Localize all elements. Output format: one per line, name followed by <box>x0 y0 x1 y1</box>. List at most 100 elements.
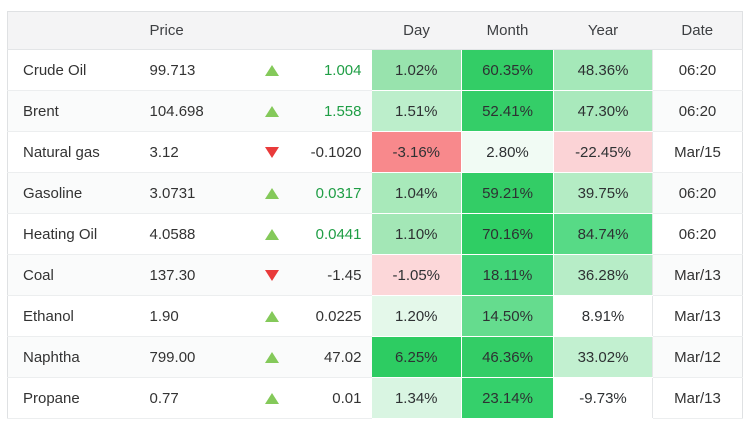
down-arrow-icon <box>264 147 279 159</box>
arrow-cell <box>248 295 295 337</box>
date-value: Mar/13 <box>652 295 743 337</box>
change-value: 0.01 <box>294 377 372 419</box>
commodity-name: Gasoline <box>7 172 143 214</box>
month-change-cell: 14.50% <box>461 295 554 337</box>
day-change-cell: 1.34% <box>371 377 462 419</box>
arrow-cell <box>248 254 295 296</box>
year-change-cell: 48.36% <box>553 49 653 91</box>
table-row[interactable]: Heating Oil 4.0588 0.0441 1.10% 70.16% 8… <box>7 213 743 255</box>
date-value: 06:20 <box>652 213 743 255</box>
column-header-arrow <box>248 11 295 50</box>
day-change-cell: 6.25% <box>371 336 462 378</box>
date-value: 06:20 <box>652 90 743 132</box>
change-value: -1.45 <box>294 254 372 296</box>
commodity-name: Crude Oil <box>7 49 143 91</box>
price-value: 137.30 <box>142 254 249 296</box>
change-value: 0.0317 <box>294 172 372 214</box>
arrow-cell <box>248 377 295 419</box>
day-change-cell: 1.04% <box>371 172 462 214</box>
date-value: Mar/13 <box>652 377 743 419</box>
year-change-cell: 39.75% <box>553 172 653 214</box>
arrow-cell <box>248 213 295 255</box>
year-change-cell: 33.02% <box>553 336 653 378</box>
change-value: 0.0225 <box>294 295 372 337</box>
month-change-cell: 18.11% <box>461 254 554 296</box>
year-change-cell: -22.45% <box>553 131 653 173</box>
change-value: -0.1020 <box>294 131 372 173</box>
table-row[interactable]: Natural gas 3.12 -0.1020 -3.16% 2.80% -2… <box>7 131 743 173</box>
price-value: 104.698 <box>142 90 249 132</box>
month-change-cell: 70.16% <box>461 213 554 255</box>
year-change-cell: 84.74% <box>553 213 653 255</box>
change-value: 1.004 <box>294 49 372 91</box>
arrow-cell <box>248 336 295 378</box>
month-change-cell: 23.14% <box>461 377 554 419</box>
month-change-cell: 60.35% <box>461 49 554 91</box>
day-change-cell: -1.05% <box>371 254 462 296</box>
column-header-name <box>7 11 143 50</box>
table-row[interactable]: Naphtha 799.00 47.02 6.25% 46.36% 33.02%… <box>7 336 743 378</box>
arrow-cell <box>248 49 295 91</box>
table-row[interactable]: Coal 137.30 -1.45 -1.05% 18.11% 36.28% M… <box>7 254 743 296</box>
change-value: 47.02 <box>294 336 372 378</box>
column-header-year: Year <box>553 11 653 50</box>
date-value: Mar/13 <box>652 254 743 296</box>
change-value: 0.0441 <box>294 213 372 255</box>
commodity-name: Natural gas <box>7 131 143 173</box>
change-value: 1.558 <box>294 90 372 132</box>
date-value: Mar/12 <box>652 336 743 378</box>
commodity-name: Brent <box>7 90 143 132</box>
year-change-cell: 47.30% <box>553 90 653 132</box>
price-value: 799.00 <box>142 336 249 378</box>
up-arrow-icon <box>264 393 279 405</box>
table-row[interactable]: Ethanol 1.90 0.0225 1.20% 14.50% 8.91% M… <box>7 295 743 337</box>
table-row[interactable]: Crude Oil 99.713 1.004 1.02% 60.35% 48.3… <box>7 49 743 91</box>
day-change-cell: 1.20% <box>371 295 462 337</box>
year-change-cell: 36.28% <box>553 254 653 296</box>
date-value: 06:20 <box>652 172 743 214</box>
price-value: 0.77 <box>142 377 249 419</box>
table-row[interactable]: Gasoline 3.0731 0.0317 1.04% 59.21% 39.7… <box>7 172 743 214</box>
up-arrow-icon <box>264 311 279 323</box>
price-value: 99.713 <box>142 49 249 91</box>
day-change-cell: 1.10% <box>371 213 462 255</box>
commodity-name: Coal <box>7 254 143 296</box>
commodity-name: Naphtha <box>7 336 143 378</box>
table-row[interactable]: Propane 0.77 0.01 1.34% 23.14% -9.73% Ma… <box>7 377 743 419</box>
table-body: Crude Oil 99.713 1.004 1.02% 60.35% 48.3… <box>7 49 743 419</box>
column-header-day: Day <box>371 11 462 50</box>
month-change-cell: 2.80% <box>461 131 554 173</box>
price-value: 3.12 <box>142 131 249 173</box>
year-change-cell: -9.73% <box>553 377 653 419</box>
up-arrow-icon <box>264 106 279 118</box>
price-value: 4.0588 <box>142 213 249 255</box>
arrow-cell <box>248 90 295 132</box>
column-header-date: Date <box>652 11 743 50</box>
month-change-cell: 46.36% <box>461 336 554 378</box>
day-change-cell: -3.16% <box>371 131 462 173</box>
up-arrow-icon <box>264 352 279 364</box>
table-row[interactable]: Brent 104.698 1.558 1.51% 52.41% 47.30% … <box>7 90 743 132</box>
header-row: Price Day Month Year Date <box>7 11 743 50</box>
arrow-cell <box>248 131 295 173</box>
month-change-cell: 52.41% <box>461 90 554 132</box>
up-arrow-icon <box>264 65 279 77</box>
up-arrow-icon <box>264 229 279 241</box>
price-value: 3.0731 <box>142 172 249 214</box>
up-arrow-icon <box>264 188 279 200</box>
year-change-cell: 8.91% <box>553 295 653 337</box>
down-arrow-icon <box>264 270 279 282</box>
commodity-name: Heating Oil <box>7 213 143 255</box>
column-header-change <box>294 11 372 50</box>
commodity-name: Ethanol <box>7 295 143 337</box>
day-change-cell: 1.51% <box>371 90 462 132</box>
column-header-month: Month <box>461 11 554 50</box>
day-change-cell: 1.02% <box>371 49 462 91</box>
price-value: 1.90 <box>142 295 249 337</box>
date-value: Mar/15 <box>652 131 743 173</box>
month-change-cell: 59.21% <box>461 172 554 214</box>
commodity-name: Propane <box>7 377 143 419</box>
column-header-price: Price <box>142 11 249 50</box>
arrow-cell <box>248 172 295 214</box>
